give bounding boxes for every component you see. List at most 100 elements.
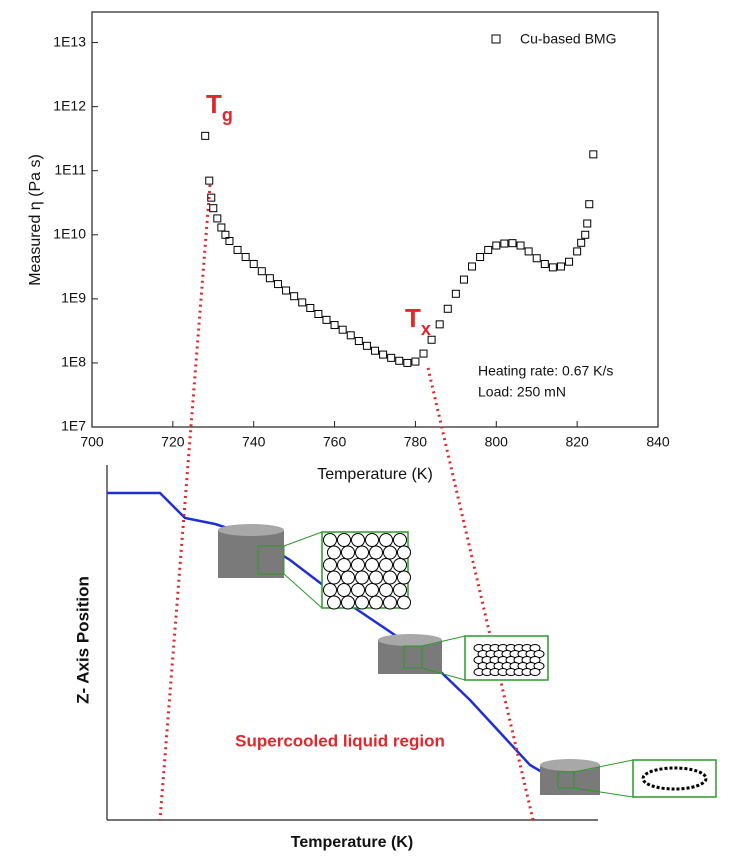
x-tick-label: 740 [242, 434, 266, 450]
data-point [403, 358, 412, 367]
particle [341, 595, 355, 610]
particle [341, 545, 355, 560]
data-point [273, 280, 282, 289]
data-point [306, 303, 315, 312]
cylinder-top [218, 524, 284, 536]
x-tick-label: 840 [646, 434, 670, 450]
particle-field [641, 766, 708, 791]
zoom-line [573, 787, 634, 798]
particle [369, 595, 383, 610]
condition-text: Load: 250 mN [478, 384, 566, 400]
region-label: Supercooled liquid region [235, 731, 445, 750]
data-point [346, 331, 355, 340]
data-point [468, 262, 477, 271]
plot-frame [91, 11, 659, 428]
data-point [362, 341, 371, 350]
y-tick-label: 1E13 [53, 33, 86, 49]
tx-sub: x [421, 319, 431, 339]
data-point [387, 353, 396, 362]
particle [351, 533, 365, 547]
particle [365, 583, 379, 597]
particle [383, 570, 397, 585]
z-position-curve [107, 491, 543, 774]
particle [529, 668, 541, 676]
particle [351, 583, 365, 597]
data-point [548, 263, 557, 272]
data-point [233, 245, 242, 254]
data-point [435, 320, 444, 329]
x-tick-label: 820 [565, 434, 589, 450]
data-point [314, 310, 323, 319]
particle [369, 570, 383, 585]
data-point [338, 325, 347, 334]
zoom-box [557, 771, 575, 789]
schematic-x-label: Temperature (K) [291, 834, 413, 851]
particle [397, 595, 411, 610]
cylinder-top [378, 634, 442, 646]
data-point [225, 236, 234, 245]
particle [379, 583, 393, 597]
data-point [419, 349, 428, 358]
condition-text: Heating rate: 0.67 K/s [478, 363, 613, 379]
data-point [298, 298, 307, 307]
data-point [322, 315, 331, 324]
particle [323, 583, 337, 597]
particle [341, 570, 355, 585]
data-point [540, 259, 549, 268]
data-point [257, 267, 266, 276]
y-tick-label: 1E7 [61, 418, 86, 434]
data-point [213, 214, 222, 223]
data-point [241, 253, 250, 262]
data-point [371, 346, 379, 355]
tx-guide [426, 367, 535, 821]
y-axis-label: Measured η (Pa s) [27, 154, 44, 286]
cylinder-body [218, 530, 284, 578]
legend-label: Cu-based BMG [520, 31, 616, 47]
zoom-box [403, 645, 423, 669]
particle [323, 558, 337, 572]
data-point [451, 289, 460, 298]
zoom-line [283, 531, 323, 547]
particle [327, 545, 341, 560]
legend-marker [491, 34, 501, 44]
x-tick-label: 760 [323, 434, 347, 450]
data-point [516, 241, 525, 250]
data-point [577, 238, 586, 247]
data-point [201, 131, 210, 140]
y-tick-label: 1E10 [53, 225, 86, 241]
particle [323, 533, 337, 547]
data-point [565, 257, 574, 266]
data-point [282, 286, 291, 295]
data-point [379, 350, 388, 359]
data-point [500, 239, 509, 248]
zoom-line [421, 635, 466, 647]
data-point [524, 247, 533, 256]
x-tick-label: 700 [80, 434, 104, 450]
tg-main: T [206, 89, 222, 119]
data-point [411, 357, 420, 366]
particle [355, 570, 369, 585]
particle [365, 558, 379, 572]
particle [365, 533, 379, 547]
data-point [589, 150, 598, 159]
particle [379, 558, 393, 572]
zoom-line [573, 759, 634, 773]
particle [337, 583, 351, 597]
data-point [209, 204, 218, 213]
particle [369, 545, 383, 560]
tg-label: Tg [206, 89, 233, 125]
data-point [484, 245, 493, 254]
schematic-y-label: Z- Axis Position [73, 576, 92, 704]
particle [397, 545, 411, 560]
data-point [330, 321, 339, 330]
data-point [427, 335, 436, 344]
data-point [265, 274, 274, 283]
x-tick-label: 780 [404, 434, 428, 450]
data-point [354, 336, 363, 345]
data-point [492, 241, 501, 250]
particle [393, 533, 407, 547]
zoom-box [257, 545, 285, 575]
particle [351, 558, 365, 572]
y-tick-label: 1E12 [53, 97, 86, 113]
particle [393, 558, 407, 572]
